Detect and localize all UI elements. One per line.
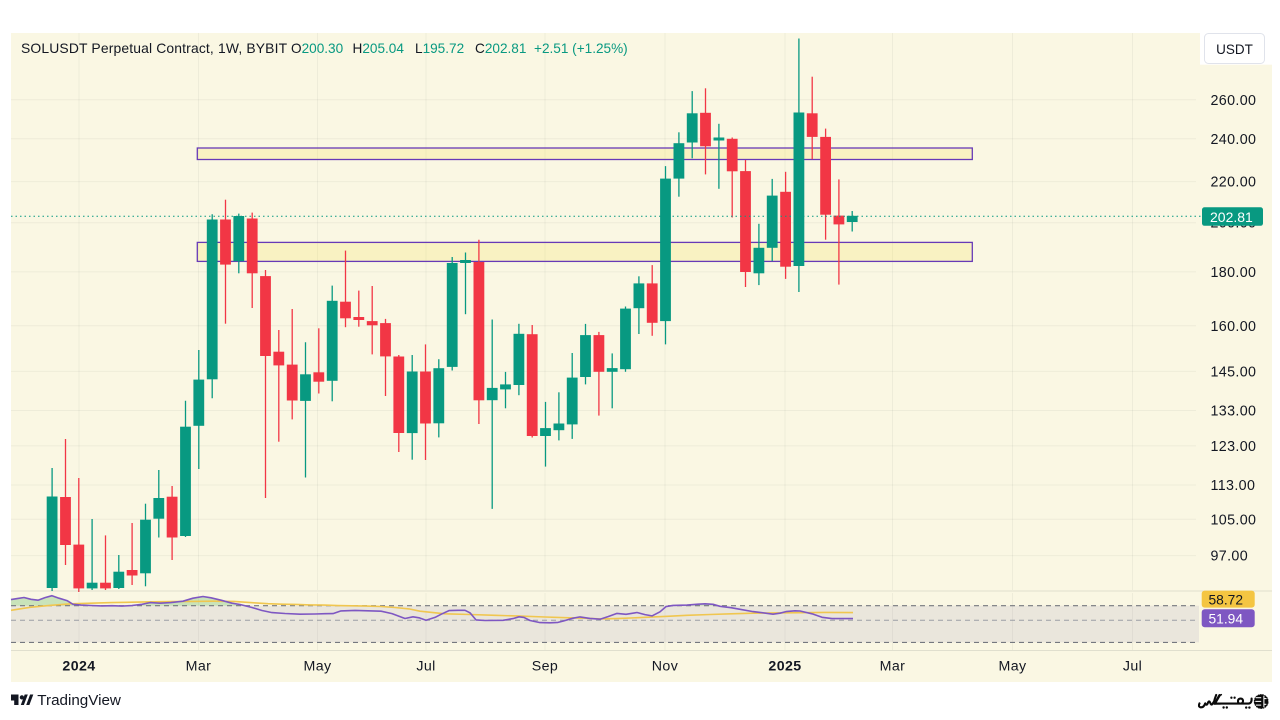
svg-text:C202.81: C202.81 — [475, 41, 526, 56]
svg-text:113.00: 113.00 — [1211, 478, 1256, 494]
svg-text:180.00: 180.00 — [1211, 265, 1257, 281]
svg-text:Jul: Jul — [1123, 659, 1142, 675]
svg-text:May: May — [998, 659, 1027, 675]
svg-text:220.00: 220.00 — [1211, 175, 1257, 191]
svg-text:260.00: 260.00 — [1211, 93, 1257, 109]
svg-text:Jul: Jul — [416, 659, 435, 675]
svg-text:Sep: Sep — [532, 659, 558, 675]
svg-text:123.00: 123.00 — [1211, 439, 1257, 455]
svg-text:L195.72: L195.72 — [415, 41, 464, 56]
svg-text:USDT: USDT — [1216, 42, 1253, 57]
svg-text:145.00: 145.00 — [1211, 364, 1257, 380]
svg-text:SOLUSDT Perpetual Contract, 1W: SOLUSDT Perpetual Contract, 1W, BYBIT — [21, 40, 288, 56]
svg-text:May: May — [303, 659, 332, 675]
svg-text:Mar: Mar — [880, 659, 906, 675]
svg-text:Mar: Mar — [186, 659, 212, 675]
svg-text:240.00: 240.00 — [1211, 132, 1257, 148]
svg-text:97.00: 97.00 — [1211, 549, 1249, 565]
svg-text:51.94: 51.94 — [1209, 612, 1244, 627]
svg-text:2024: 2024 — [62, 659, 95, 675]
svg-text:202.81: 202.81 — [1210, 209, 1253, 225]
svg-text:105.00: 105.00 — [1211, 512, 1257, 528]
svg-text:160.00: 160.00 — [1211, 319, 1257, 335]
svg-text:2025: 2025 — [768, 659, 801, 675]
svg-text:TradingView: TradingView — [37, 692, 121, 709]
svg-text:H205.04: H205.04 — [353, 41, 405, 56]
svg-text:O200.30: O200.30 — [291, 41, 344, 56]
svg-text:Nov: Nov — [652, 659, 679, 675]
svg-text:58.72: 58.72 — [1209, 592, 1244, 607]
svg-text:133.00: 133.00 — [1211, 404, 1257, 420]
svg-text:+2.51 (+1.25%): +2.51 (+1.25%) — [534, 41, 628, 56]
